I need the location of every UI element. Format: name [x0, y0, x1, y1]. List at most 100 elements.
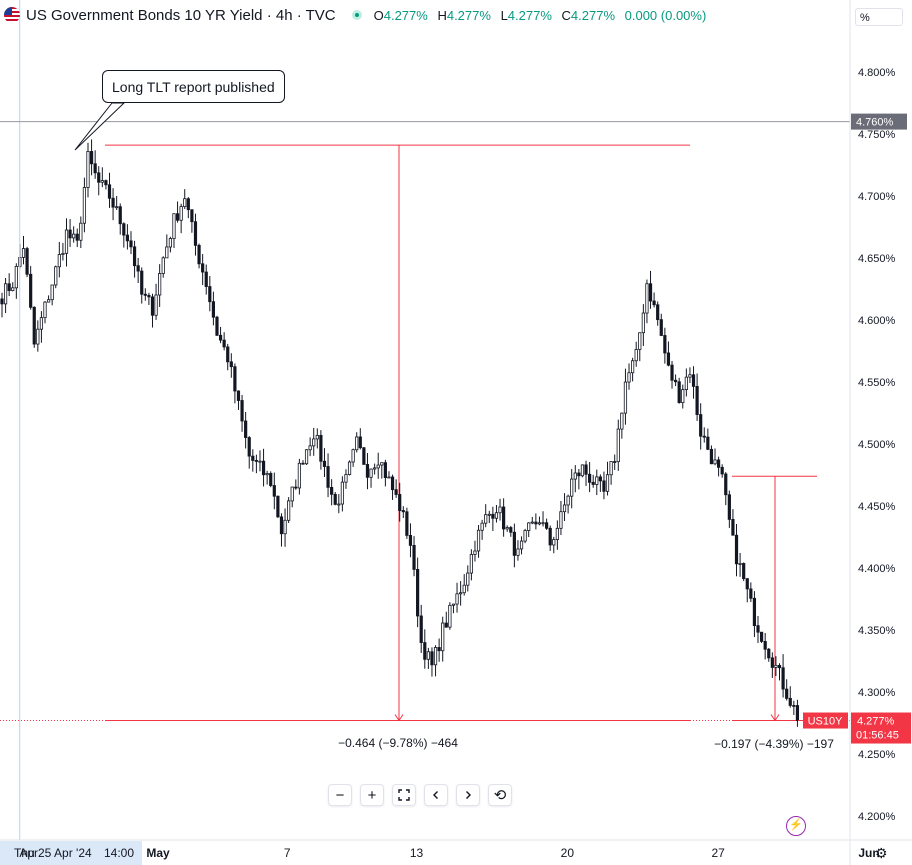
candle-body: [46, 299, 51, 303]
crosshair-date-label: Thu 25 Apr '24: [14, 846, 92, 860]
lightning-icon[interactable]: ⚡: [786, 816, 806, 836]
candle-body: [233, 366, 237, 392]
candle-body: [537, 522, 542, 525]
candle-body: [717, 459, 721, 468]
candle-body: [691, 374, 696, 387]
candle-body: [369, 468, 373, 478]
candle-body: [631, 360, 635, 374]
candle-body: [269, 473, 273, 486]
candle-body: [433, 647, 438, 666]
fit-screen-button[interactable]: [392, 784, 416, 806]
candle-body: [401, 510, 405, 513]
price-tick-label: 4.250%: [858, 749, 896, 761]
candle-body: [455, 593, 459, 605]
candle-body: [405, 511, 409, 536]
candle-body: [548, 527, 552, 546]
candle-body: [254, 460, 258, 462]
candle-body: [14, 266, 18, 289]
scale-mode-button[interactable]: %: [855, 8, 903, 26]
candle-body: [512, 531, 516, 556]
candle-body: [68, 229, 72, 239]
candle-body: [218, 334, 223, 341]
candle-body: [412, 544, 416, 570]
chevron-left-icon: [433, 791, 438, 799]
zoom-out-button[interactable]: −: [328, 784, 352, 806]
open-value: 4.277%: [383, 7, 428, 23]
candle-body: [451, 603, 456, 606]
candle-body: [681, 389, 685, 404]
price-tick-label: 4.200%: [858, 811, 896, 823]
scroll-left-button[interactable]: [424, 784, 448, 806]
candle-body: [480, 522, 484, 531]
candle-body: [373, 467, 377, 470]
candle-body: [476, 529, 481, 552]
candle-body: [340, 481, 344, 505]
candle-body: [29, 273, 33, 308]
candle-body: [742, 563, 746, 580]
candle-body: [43, 301, 47, 319]
candle-body: [641, 312, 645, 334]
close-label: C: [561, 7, 571, 23]
candle-body: [648, 283, 653, 302]
scroll-right-button[interactable]: [456, 784, 480, 806]
reset-chart-button[interactable]: ⟲: [488, 784, 512, 806]
candle-body: [534, 521, 538, 525]
price-tick-label: 4.400%: [858, 563, 896, 575]
candle-body: [89, 151, 94, 165]
candle-body: [605, 474, 610, 492]
candle-body: [140, 270, 144, 295]
candle-body: [527, 522, 531, 531]
symbol-title[interactable]: US Government Bonds 10 YR Yield · 4h · T…: [26, 6, 336, 24]
candle-body: [383, 462, 387, 478]
candle-body: [756, 625, 760, 633]
candle-body: [172, 213, 176, 239]
candle-body: [72, 233, 76, 239]
candle-body: [562, 504, 567, 513]
candle-body: [211, 301, 215, 318]
candle-body: [487, 513, 491, 516]
settings-gear-icon[interactable]: ⚙: [875, 845, 888, 861]
candle-body: [724, 473, 728, 496]
candle-body: [620, 412, 624, 430]
candle-body: [695, 385, 699, 415]
candle-body: [351, 449, 355, 463]
candle-body: [684, 376, 688, 391]
callout-annotation[interactable]: Long TLT report published: [102, 70, 285, 103]
candle-body: [738, 563, 742, 565]
candle-body: [61, 252, 65, 255]
candle-body: [122, 223, 126, 236]
time-tick-label: 13: [410, 846, 424, 860]
candle-body: [322, 460, 327, 467]
candle-body: [107, 184, 112, 199]
price-tick-label: 4.750%: [858, 129, 896, 141]
candle-body: [82, 187, 87, 224]
candle-body: [484, 514, 488, 524]
candle-body: [193, 221, 198, 246]
candle-body: [509, 527, 513, 533]
candle-body: [118, 206, 122, 225]
candle-body: [97, 172, 101, 183]
candle-body: [258, 460, 262, 463]
us-flag-icon: [4, 7, 20, 23]
candle-body: [175, 213, 180, 221]
measure-label: −0.197 (−4.39%) −197: [714, 737, 834, 751]
zoom-in-button[interactable]: +: [360, 784, 384, 806]
symbol-tag-label: US10Y: [808, 716, 844, 728]
candle-body: [516, 548, 520, 556]
candle-body: [326, 466, 330, 488]
time-tick-label: 20: [561, 846, 575, 860]
candle-body: [279, 516, 284, 535]
price-tick-label: 4.350%: [858, 625, 896, 637]
candle-body: [186, 198, 190, 211]
candle-body: [0, 298, 4, 305]
candle-body: [688, 374, 692, 378]
candle-body: [183, 198, 187, 208]
candle-body: [330, 486, 334, 495]
candle-body: [408, 534, 413, 546]
candle-body: [588, 473, 592, 483]
price-tick-label: 4.450%: [858, 501, 896, 513]
candle-body: [598, 476, 602, 482]
candle-body: [93, 163, 97, 174]
high-label: H: [437, 7, 447, 23]
